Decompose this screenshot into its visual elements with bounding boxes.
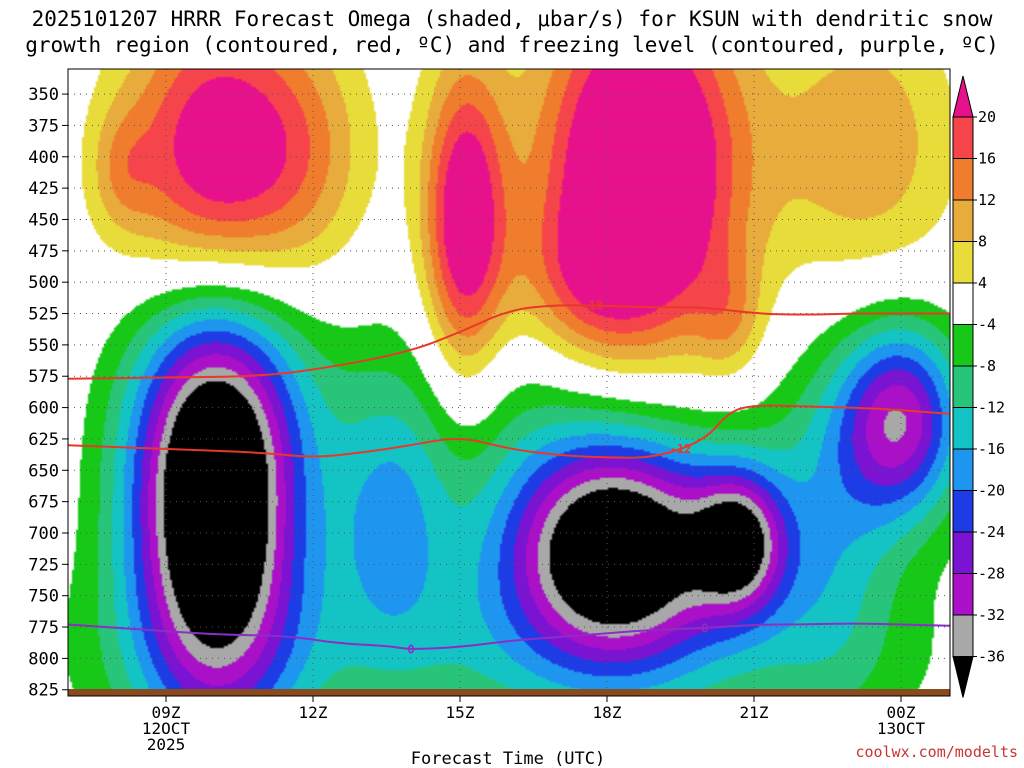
colorbar-segment <box>952 573 974 616</box>
omega-heatmap <box>68 69 950 696</box>
x-tick-label: 09Z <box>152 703 181 722</box>
colorbar-segment <box>952 365 974 408</box>
colorbar-segment <box>952 490 974 533</box>
colorbar-min-triangle <box>952 656 974 698</box>
colorbar-label: -28 <box>978 565 1005 583</box>
colorbar-label: -32 <box>978 606 1005 624</box>
y-tick-label: 750 <box>28 587 59 607</box>
y-tick-label: 725 <box>28 555 59 575</box>
y-tick-label: 475 <box>28 242 59 262</box>
dendritic-contour-line <box>67 304 950 380</box>
colorbar-label: 12 <box>978 191 996 209</box>
colorbar-segment <box>952 158 974 201</box>
x-tick-label: 15Z <box>446 703 475 722</box>
colorbar-label: 20 <box>978 108 996 126</box>
y-tick-label: 375 <box>28 116 59 136</box>
y-tick-label: 800 <box>28 649 59 669</box>
y-tick-label: 450 <box>28 210 59 230</box>
colorbar-segment <box>952 199 974 242</box>
colorbar-label: 16 <box>978 150 996 168</box>
colorbar-segment <box>952 324 974 367</box>
y-tick-label: 650 <box>28 461 59 481</box>
y-tick-label: 550 <box>28 336 59 356</box>
freezing-level-contour-label: 0 <box>701 621 708 635</box>
colorbar-segment <box>952 531 974 574</box>
y-tick-label: 675 <box>28 493 59 513</box>
x-tick-label: 21Z <box>740 703 769 722</box>
y-tick-label: 500 <box>28 273 59 293</box>
x-tick-label: 2025 <box>147 735 186 754</box>
y-tick-label: 575 <box>28 367 59 387</box>
freezing-level-contour-line <box>67 622 951 650</box>
dendritic-contour-line <box>67 404 951 459</box>
colorbar-label: 4 <box>978 274 987 292</box>
y-tick-label: 625 <box>28 430 59 450</box>
colorbar-label: -12 <box>978 399 1005 417</box>
chart-title-line-2: growth region (contoured, red, ºC) and f… <box>25 33 999 57</box>
colorbar-label: -4 <box>978 316 996 334</box>
grid-lines <box>68 69 950 696</box>
y-tick-label: 775 <box>28 618 59 638</box>
ground-strip <box>68 689 950 696</box>
colorbar-label: -16 <box>978 440 1005 458</box>
y-tick-label: 600 <box>28 399 59 419</box>
x-tick-label: 13OCT <box>877 719 926 738</box>
y-tick-label: 400 <box>28 148 59 168</box>
x-tick-label: 00Z <box>887 703 916 722</box>
freezing-level-contour-label: 0 <box>407 643 414 657</box>
colorbar: 20 16 12 8 4 -4 -8 -12 -16 -20 -24 -28 -32 -36 <box>952 75 1005 698</box>
chart-title-line-1: 2025101207 HRRR Forecast Omega (shaded, … <box>32 7 993 31</box>
y-tick-label: 825 <box>28 681 59 701</box>
contour-lines: -18 -12 0 0 <box>67 299 951 657</box>
y-tick-label: 350 <box>28 85 59 105</box>
colorbar-segment <box>952 448 974 491</box>
y-axis: 350 375 400 425 450 475 500 525 550 575 600 625 650 6… <box>28 85 68 701</box>
colorbar-label: -20 <box>978 482 1005 500</box>
dendritic-contour-label: -18 <box>581 299 603 313</box>
colorbar-segment <box>952 116 974 159</box>
y-tick-label: 425 <box>28 179 59 199</box>
plot-area: -18 -12 0 0 <box>67 68 951 697</box>
colorbar-segment <box>952 614 974 657</box>
x-tick-label: 18Z <box>593 703 622 722</box>
x-axis-label: Forecast Time (UTC) <box>411 749 605 768</box>
colorbar-max-triangle <box>952 75 974 118</box>
credit-text: coolwx.com/modelts <box>855 743 1018 761</box>
x-tick-label: 12Z <box>299 703 328 722</box>
colorbar-label: -8 <box>978 357 996 375</box>
colorbar-label: 8 <box>978 233 987 251</box>
colorbar-segment <box>952 241 974 284</box>
x-tick-label: 12OCT <box>142 719 191 738</box>
colorbar-label: -24 <box>978 523 1005 541</box>
colorbar-segment <box>952 407 974 450</box>
y-tick-label: 525 <box>28 305 59 325</box>
y-tick-label: 700 <box>28 524 59 544</box>
colorbar-label: -36 <box>978 648 1005 666</box>
plot-frame <box>67 68 951 697</box>
colorbar-segment <box>952 282 974 325</box>
dendritic-contour-label: -12 <box>670 442 692 456</box>
